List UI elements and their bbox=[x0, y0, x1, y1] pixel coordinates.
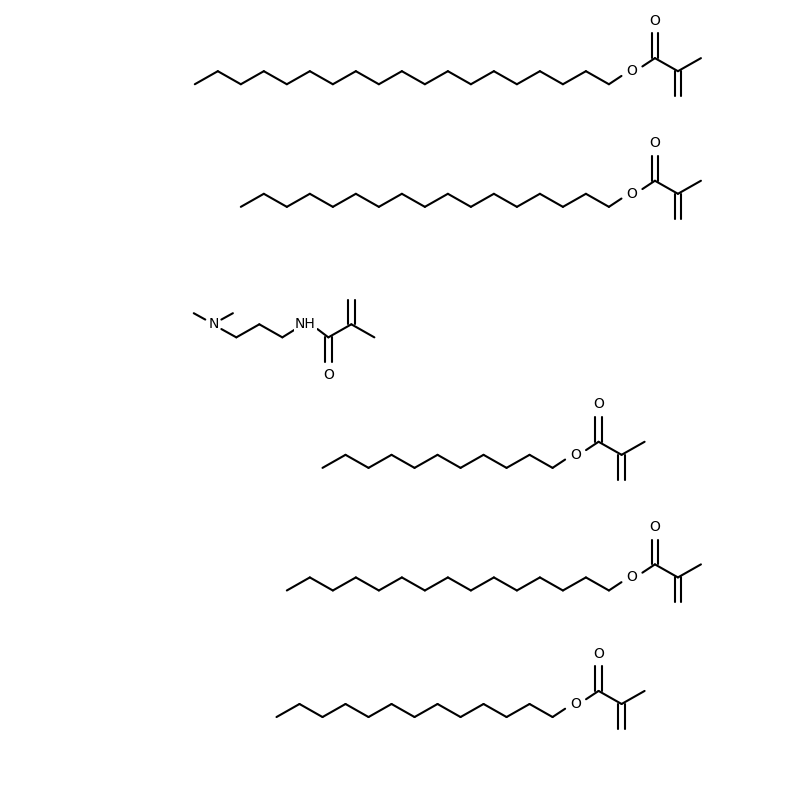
Text: O: O bbox=[626, 187, 638, 201]
Text: O: O bbox=[650, 520, 660, 534]
Text: O: O bbox=[593, 646, 604, 660]
Text: O: O bbox=[570, 448, 581, 462]
Text: O: O bbox=[626, 570, 638, 585]
Text: O: O bbox=[650, 136, 660, 150]
Text: N: N bbox=[208, 317, 218, 331]
Text: NH: NH bbox=[295, 317, 316, 331]
Text: O: O bbox=[570, 697, 581, 711]
Text: O: O bbox=[323, 368, 334, 382]
Text: O: O bbox=[593, 397, 604, 411]
Text: O: O bbox=[626, 64, 638, 78]
Text: O: O bbox=[650, 13, 660, 28]
